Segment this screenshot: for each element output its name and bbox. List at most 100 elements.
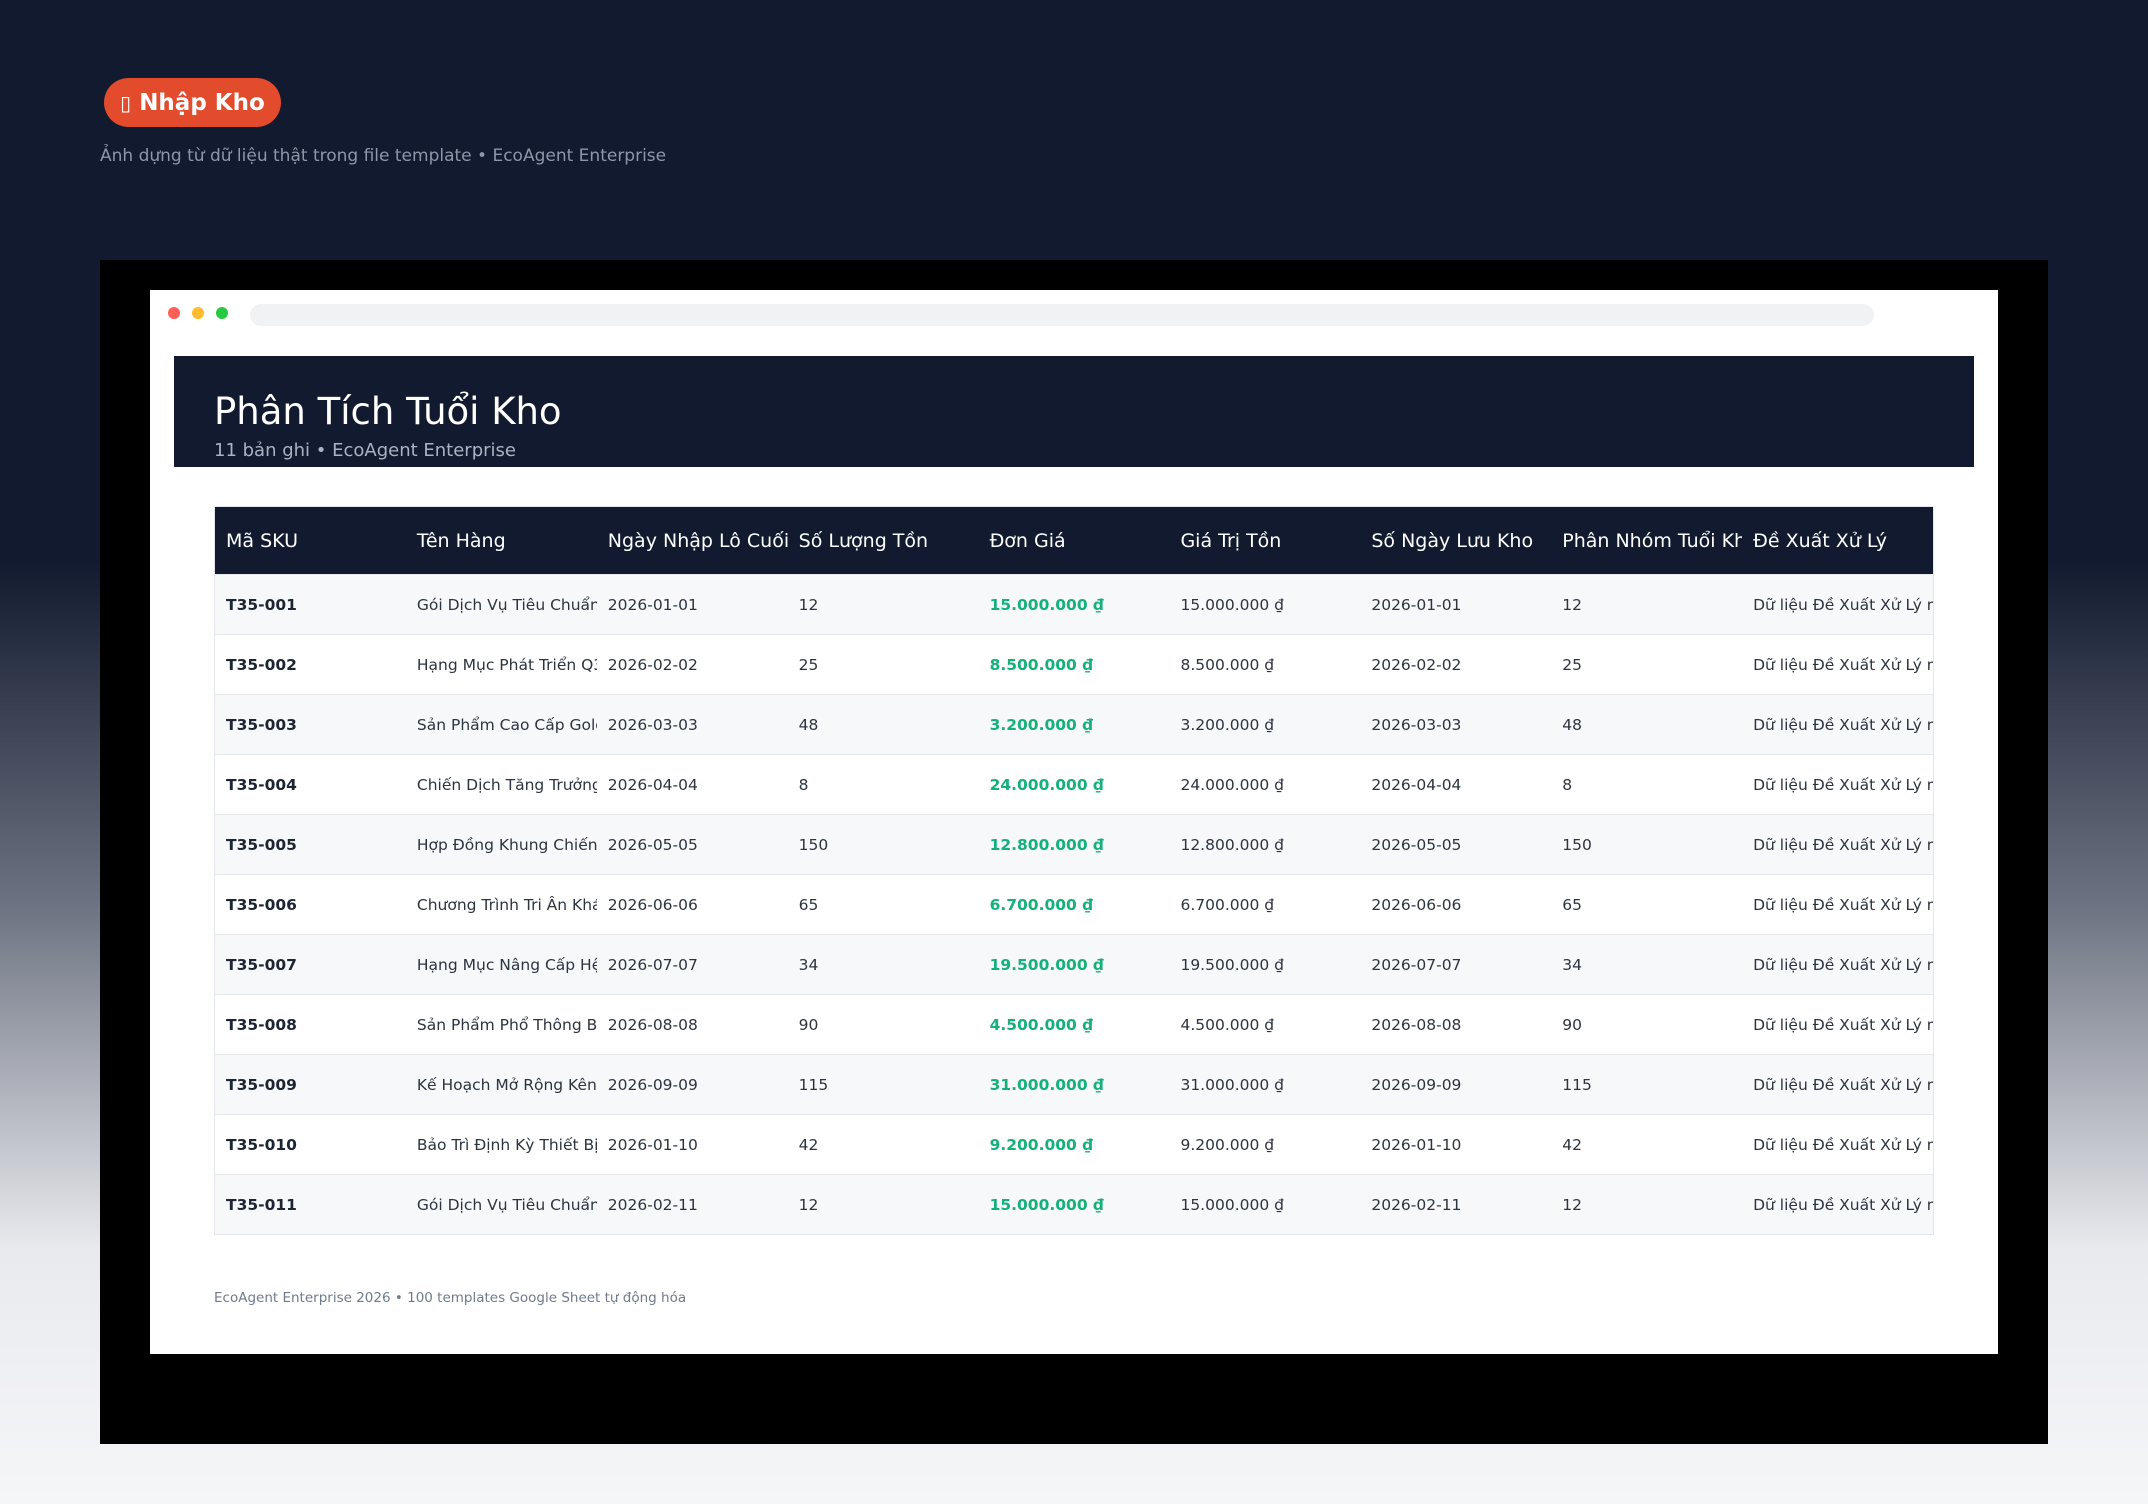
table-cell: 8.500.000 ₫ xyxy=(1180,655,1275,674)
table-cell: 6.700.000 ₫ xyxy=(1180,895,1275,914)
table-cell: Dữ liệu Đề Xuất Xử Lý mẫ xyxy=(1753,835,1934,854)
table-cell: Dữ liệu Đề Xuất Xử Lý mẫ xyxy=(1753,895,1934,914)
footer-text: EcoAgent Enterprise 2026 • 100 templates… xyxy=(214,1290,687,1306)
table-cell: 15.000.000 ₫ xyxy=(989,1195,1104,1214)
table-cell: Hạng Mục Phát Triển Q3 xyxy=(416,655,597,674)
column-header[interactable]: Số Lượng Tồn xyxy=(798,529,929,552)
table-cell: 6.700.000 ₫ xyxy=(989,895,1094,914)
table-cell: 2026-05-05 xyxy=(1371,835,1462,854)
table-cell: Dữ liệu Đề Xuất Xử Lý mẫ xyxy=(1753,655,1934,674)
table-row[interactable]: T35-004 Chiến Dịch Tăng Trưởng T 2026-04-0… xyxy=(215,754,1933,814)
window-maximize-dot[interactable] xyxy=(216,307,228,319)
table-cell: Dữ liệu Đề Xuất Xử Lý mẫ xyxy=(1753,595,1934,614)
column-header[interactable]: Đề Xuất Xử Lý xyxy=(1753,529,1887,552)
column-header[interactable]: Giá Trị Tồn xyxy=(1180,529,1282,552)
table-cell: 4.500.000 ₫ xyxy=(989,1015,1094,1034)
table-cell: 34 xyxy=(1562,955,1582,974)
table-cell: 2026-02-11 xyxy=(607,1195,698,1214)
table-cell: 2026-02-02 xyxy=(607,655,698,674)
table-cell: 2026-08-08 xyxy=(1371,1015,1462,1034)
column-header[interactable]: Số Ngày Lưu Kho xyxy=(1371,529,1534,552)
table-cell: 2026-05-05 xyxy=(607,835,698,854)
table-cell: 24.000.000 ₫ xyxy=(1180,775,1284,794)
table-cell: Sản Phẩm Phổ Thông Bán C xyxy=(416,1015,597,1034)
table-cell: 2026-02-02 xyxy=(1371,655,1462,674)
table-cell: 65 xyxy=(1562,895,1582,914)
table-cell: Dữ liệu Đề Xuất Xử Lý mẫ xyxy=(1753,715,1934,734)
table-cell: Hạng Mục Nâng Cấp Hệ Thố xyxy=(416,955,597,974)
caption: Ảnh dựng từ dữ liệu thật trong file temp… xyxy=(100,146,667,166)
column-header[interactable]: Đơn Giá xyxy=(989,529,1066,552)
table-cell: 12 xyxy=(1562,595,1582,614)
report-header: Phân Tích Tuổi Kho 11 bản ghi • EcoAgent… xyxy=(174,356,1974,467)
table-cell: Dữ liệu Đề Xuất Xử Lý mẫ xyxy=(1753,1075,1934,1094)
table-row[interactable]: T35-009 Kế Hoạch Mở Rộng Kênh Ph 2026-09-0… xyxy=(215,1054,1933,1114)
table-cell: 15.000.000 ₫ xyxy=(989,595,1104,614)
table-row[interactable]: T35-007 Hạng Mục Nâng Cấp Hệ Thố 2026-07-0… xyxy=(215,934,1933,994)
table-cell: 42 xyxy=(1562,1135,1582,1154)
table-cell: 48 xyxy=(1562,715,1582,734)
table-row[interactable]: T35-011 Gói Dịch Vụ Tiêu Chuẩn 2026-02-11 1… xyxy=(215,1174,1933,1234)
table-row[interactable]: T35-006 Chương Trình Tri Ân Khác 2026-06-0… xyxy=(215,874,1933,934)
table-cell: 9.200.000 ₫ xyxy=(1180,1135,1275,1154)
table-cell: 19.500.000 ₫ xyxy=(1180,955,1284,974)
package-icon: ▯ xyxy=(120,90,132,115)
table-row[interactable]: T35-005 Hợp Đồng Khung Chiến Lược 2026-05-… xyxy=(215,814,1933,874)
table-cell: 2026-09-09 xyxy=(607,1075,698,1094)
table-cell: 2026-01-10 xyxy=(607,1135,698,1154)
table-cell: 3.200.000 ₫ xyxy=(989,715,1094,734)
table-cell: 150 xyxy=(1562,835,1592,854)
table-cell: T35-010 xyxy=(226,1135,297,1154)
table-cell: 12.800.000 ₫ xyxy=(1180,835,1284,854)
table-cell: Chương Trình Tri Ân Khác xyxy=(416,895,597,914)
table-cell: T35-006 xyxy=(226,895,297,914)
column-header[interactable]: Phân Nhóm Tuổi Kho xyxy=(1562,529,1743,552)
column-header[interactable]: Ngày Nhập Lô Cuối xyxy=(607,529,788,552)
table-cell: 3.200.000 ₫ xyxy=(1180,715,1275,734)
window-minimize-dot[interactable] xyxy=(192,307,204,319)
table-cell: T35-009 xyxy=(226,1075,297,1094)
table-cell: 2026-04-04 xyxy=(607,775,698,794)
table-cell: 90 xyxy=(798,1015,819,1034)
nhap-kho-badge[interactable]: ▯ Nhập Kho xyxy=(104,78,281,127)
table-cell: 24.000.000 ₫ xyxy=(989,775,1104,794)
table-cell: 4.500.000 ₫ xyxy=(1180,1015,1275,1034)
table-cell: 2026-06-06 xyxy=(607,895,698,914)
table-cell: 2026-01-01 xyxy=(1371,595,1462,614)
table-cell: 34 xyxy=(798,955,819,974)
column-header[interactable]: Mã SKU xyxy=(226,529,298,552)
table-cell: Dữ liệu Đề Xuất Xử Lý mẫ xyxy=(1753,955,1934,974)
table-row[interactable]: T35-003 Sản Phẩm Cao Cấp Gold 2026-03-03 48… xyxy=(215,694,1933,754)
table-cell: 12 xyxy=(1562,1195,1582,1214)
table-cell: T35-001 xyxy=(226,595,297,614)
table-header: Mã SKU Tên Hàng Ngày Nhập Lô Cuối Số Lượng … xyxy=(215,507,1933,574)
table-cell: 2026-01-10 xyxy=(1371,1135,1462,1154)
table-cell: 2026-03-03 xyxy=(607,715,698,734)
table-cell: Dữ liệu Đề Xuất Xử Lý mẫ xyxy=(1753,1195,1934,1214)
table-cell: 2026-08-08 xyxy=(607,1015,698,1034)
address-bar[interactable] xyxy=(250,304,1874,326)
window-close-dot[interactable] xyxy=(168,307,180,319)
table-cell: 8.500.000 ₫ xyxy=(989,655,1094,674)
table-cell: 31.000.000 ₫ xyxy=(1180,1075,1284,1094)
badge-label: Nhập Kho xyxy=(139,89,265,116)
table-cell: 9.200.000 ₫ xyxy=(989,1135,1094,1154)
table-cell: 12.800.000 ₫ xyxy=(989,835,1104,854)
column-header[interactable]: Tên Hàng xyxy=(416,529,506,552)
table-cell: 115 xyxy=(798,1075,829,1094)
table-cell: 2026-03-03 xyxy=(1371,715,1462,734)
table-row[interactable]: T35-001 Gói Dịch Vụ Tiêu Chuẩn 2026-01-01 1… xyxy=(215,574,1933,634)
table-row[interactable]: T35-008 Sản Phẩm Phổ Thông Bán C 2026-08-0… xyxy=(215,994,1933,1054)
table-cell: 31.000.000 ₫ xyxy=(989,1075,1104,1094)
table-cell: 19.500.000 ₫ xyxy=(989,955,1104,974)
table-cell: 2026-09-09 xyxy=(1371,1075,1462,1094)
page-subtitle: 11 bản ghi • EcoAgent Enterprise xyxy=(214,440,516,461)
table-cell: 2026-01-01 xyxy=(607,595,698,614)
table-cell: Bảo Trì Định Kỳ Thiết Bị xyxy=(416,1135,597,1154)
table-cell: T35-004 xyxy=(226,775,297,794)
table-row[interactable]: T35-010 Bảo Trì Định Kỳ Thiết Bị 2026-01-1… xyxy=(215,1114,1933,1174)
table-row[interactable]: T35-002 Hạng Mục Phát Triển Q3 2026-02-02 2… xyxy=(215,634,1933,694)
table-cell: Hợp Đồng Khung Chiến Lược xyxy=(416,835,597,854)
browser-window: Phân Tích Tuổi Kho 11 bản ghi • EcoAgent… xyxy=(150,290,1998,1354)
inventory-table: Mã SKU Tên Hàng Ngày Nhập Lô Cuối Số Lượng … xyxy=(214,506,1934,1235)
